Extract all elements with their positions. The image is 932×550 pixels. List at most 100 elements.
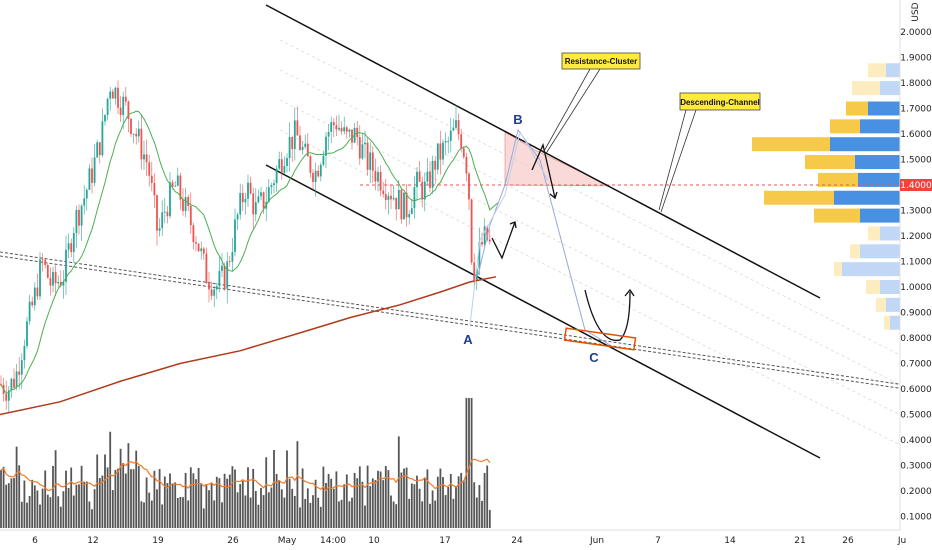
candle-body xyxy=(109,91,112,99)
candle-body xyxy=(418,171,421,182)
volume-bar xyxy=(158,469,161,528)
channel-lower-line xyxy=(265,164,821,459)
y-axis-ticks: 2.0000 1.9000 1.8000 1.7000 1.6000 1.5000 1.40… xyxy=(900,28,932,523)
profile-bar xyxy=(886,63,900,78)
volume-bar xyxy=(400,472,403,528)
x-tick-label: Ju xyxy=(897,536,906,546)
candle-body xyxy=(416,171,418,188)
volume-bar xyxy=(20,501,23,528)
candle-body xyxy=(67,243,70,250)
volume-bar xyxy=(231,466,234,528)
candle-body xyxy=(119,107,122,115)
moving-average-fast xyxy=(0,110,499,394)
resistance-callout-box xyxy=(561,52,641,70)
candle-body xyxy=(176,175,179,186)
candle-body xyxy=(449,130,452,141)
profile-bar xyxy=(855,155,900,170)
profile-bar xyxy=(860,244,900,259)
volume-bar xyxy=(301,468,304,528)
y-tick-label: 0.1000 xyxy=(900,513,932,523)
volume-bar xyxy=(366,465,369,528)
faint-line xyxy=(279,129,911,451)
volume-bar xyxy=(88,501,91,528)
candle-body xyxy=(23,345,26,361)
y-tick-label: 1.2000 xyxy=(900,232,932,242)
candle-body xyxy=(296,120,299,136)
candle-body xyxy=(280,159,283,173)
candle-body xyxy=(26,321,28,346)
volume-bar xyxy=(265,457,268,528)
volume-bar xyxy=(179,497,182,528)
candle-body xyxy=(57,281,60,284)
candle-body xyxy=(345,127,348,132)
volume-bar xyxy=(379,471,382,528)
volume-bar xyxy=(210,483,213,528)
x-tick-label: 26 xyxy=(227,536,239,546)
volume-bar xyxy=(358,466,361,528)
candle-body xyxy=(96,142,99,158)
volume-bar xyxy=(426,469,429,528)
candle-body xyxy=(98,142,101,156)
candle-body xyxy=(135,133,138,137)
candle-body xyxy=(390,195,392,200)
volume-bar xyxy=(5,484,8,528)
candle-body xyxy=(377,172,379,182)
volume-bar xyxy=(395,504,398,528)
volume-bar xyxy=(431,490,434,528)
candle-body xyxy=(249,182,252,194)
volume-bar xyxy=(10,478,13,528)
volume-bar xyxy=(44,470,47,528)
profile-bar xyxy=(752,137,830,152)
arrowhead xyxy=(509,221,517,229)
profile-bar xyxy=(834,190,900,205)
arrow-rebound xyxy=(584,289,631,342)
volume-bar xyxy=(244,495,247,528)
profile-bar xyxy=(880,81,900,96)
volume-bar xyxy=(361,481,364,528)
volume-bar xyxy=(335,471,338,528)
volume-bar xyxy=(106,467,109,528)
candle-body xyxy=(65,249,67,282)
candle-body xyxy=(442,142,444,160)
candle-body xyxy=(72,232,75,253)
candle-body xyxy=(31,301,34,306)
volume-bar xyxy=(312,495,314,528)
currency-label: USD xyxy=(911,2,921,21)
volume-bar xyxy=(176,498,179,528)
volume-bar xyxy=(356,478,359,528)
candle-body xyxy=(387,195,390,200)
candle-body xyxy=(184,197,187,212)
volume-bar xyxy=(283,497,286,528)
profile-bar xyxy=(884,315,890,330)
candle-body xyxy=(486,226,489,240)
volume-bar xyxy=(223,473,226,528)
volume-bar xyxy=(288,478,291,528)
volume-bar xyxy=(215,476,218,528)
volume-bar xyxy=(70,467,73,528)
volume-moving-average xyxy=(0,458,491,492)
candle-body xyxy=(41,259,44,261)
candle-body xyxy=(80,205,83,226)
volume-bar xyxy=(197,467,200,528)
volume-bar xyxy=(309,502,312,528)
candle-body xyxy=(473,262,476,281)
y-tick-label: 1.6000 xyxy=(900,130,932,140)
volume-bar xyxy=(317,497,320,528)
volume-bar xyxy=(122,462,125,528)
y-tick-label: 0.6000 xyxy=(900,385,932,395)
volume-bar xyxy=(101,475,104,528)
candle-body xyxy=(182,199,184,212)
candle-body xyxy=(270,185,273,188)
candle-body xyxy=(117,87,119,108)
profile-bar xyxy=(830,137,900,152)
volume-bar xyxy=(348,501,351,528)
candle-body xyxy=(221,265,223,271)
volume-bar xyxy=(163,476,166,528)
resistance-callout-label: Resistance-Cluster xyxy=(565,57,637,66)
volume-bar xyxy=(189,467,192,528)
profile-bar xyxy=(860,208,900,223)
volume-bar xyxy=(304,498,307,528)
arrow-peak xyxy=(531,142,556,199)
volume-bar xyxy=(418,488,421,528)
